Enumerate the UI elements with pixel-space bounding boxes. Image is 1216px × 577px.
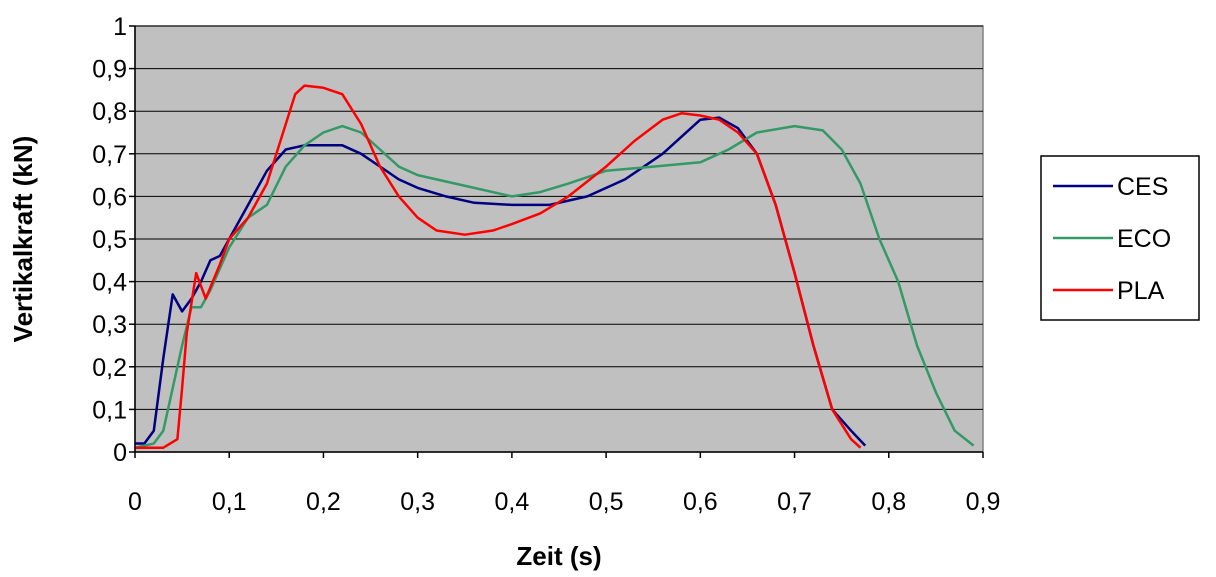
series-line-eco [134, 124, 975, 449]
series-line-pla [135, 84, 862, 449]
y-tick-label: 0,8 [92, 98, 127, 126]
y-tick-label: 1 [113, 13, 127, 41]
legend-label-pla: PLA [1117, 277, 1165, 305]
legend: CES ECO PLA [1040, 155, 1200, 321]
x-tick-label: 0,3 [400, 488, 435, 516]
axes [129, 25, 984, 458]
y-tick-label: 0,2 [92, 354, 127, 382]
x-tick-label: 0,6 [683, 488, 718, 516]
x-tick-label: 0,2 [306, 488, 341, 516]
x-tick-label: 0,5 [589, 488, 624, 516]
gridlines [135, 25, 983, 410]
y-axis-title: Vertikalkraft (kN) [8, 136, 38, 343]
y-tick-label: 0,6 [92, 183, 127, 211]
x-tick-label: 0,9 [966, 488, 1001, 516]
x-tick-label: 0 [128, 488, 142, 516]
x-tick-label: 0,4 [495, 488, 530, 516]
legend-label-ces: CES [1117, 173, 1168, 201]
series-lines [134, 84, 975, 449]
x-tick-label: 0,7 [777, 488, 812, 516]
x-axis-title: Zeit (s) [516, 541, 601, 571]
y-tick-label: 0,9 [92, 56, 127, 84]
y-tick-label: 0,1 [92, 396, 127, 424]
x-tick-label: 0,8 [871, 488, 906, 516]
x-tick-label: 0,1 [212, 488, 247, 516]
y-tick-labels: 0 0,1 0,2 0,3 0,4 0,5 0,6 0,7 0,8 0,9 1 [92, 13, 127, 467]
legend-label-eco: ECO [1117, 225, 1171, 253]
y-tick-label: 0,3 [92, 311, 127, 339]
y-tick-label: 0,7 [92, 141, 127, 169]
y-tick-label: 0 [113, 439, 127, 467]
y-tick-label: 0,5 [92, 226, 127, 254]
y-tick-label: 0,4 [92, 269, 127, 297]
x-tick-labels: 0 0,1 0,2 0,3 0,4 0,5 0,6 0,7 0,8 0,9 [128, 488, 1000, 516]
